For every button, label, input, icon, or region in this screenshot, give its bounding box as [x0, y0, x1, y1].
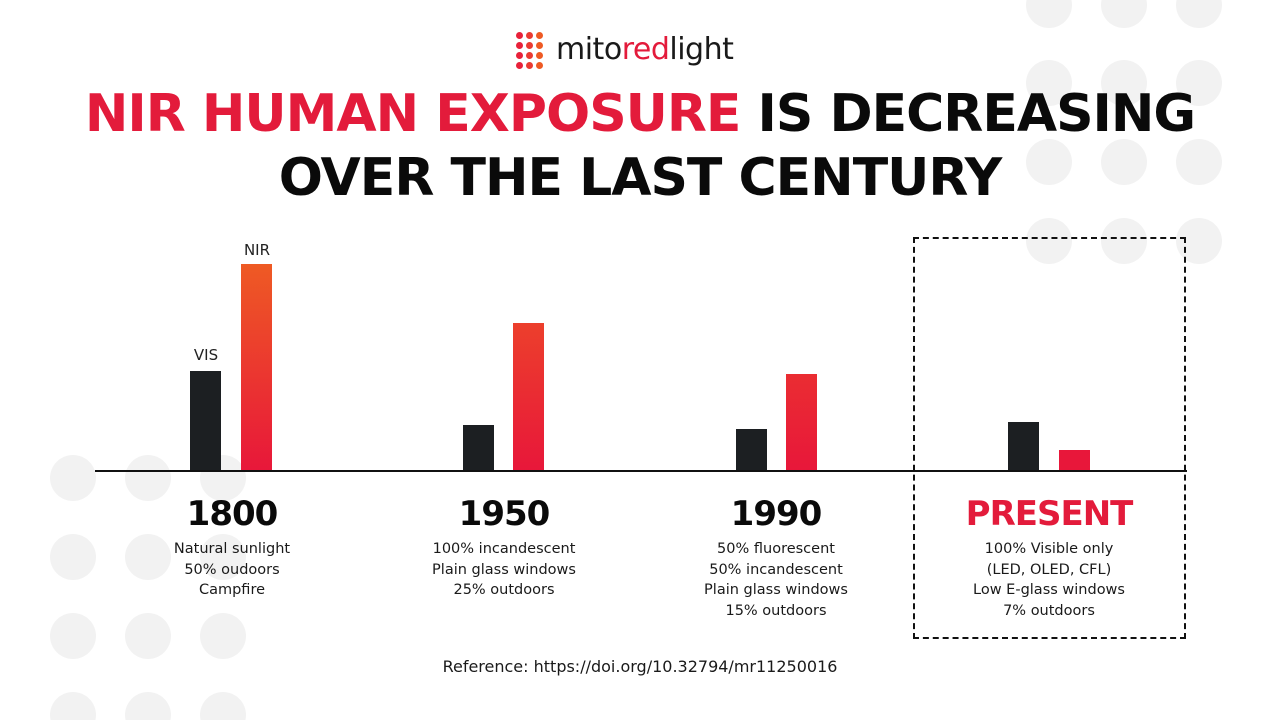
category-year: 1950 — [458, 494, 551, 534]
category-present: PRESENT 100% Visible only (LED, OLED, CF… — [929, 497, 1169, 621]
decor-circle — [50, 613, 96, 659]
description-line: Natural sunlight — [173, 541, 291, 557]
dot-grid-icon — [514, 29, 546, 71]
decor-circle — [1176, 218, 1222, 264]
description-line: 25% outdoors — [453, 582, 555, 598]
brand-name: mitoredlight — [556, 32, 734, 67]
bar-vis-present — [1008, 422, 1039, 471]
category-year: 1990 — [730, 494, 823, 534]
decor-circle — [1026, 0, 1072, 28]
page-title-line2: OVER THE LAST CENTURY — [278, 148, 1003, 208]
category-1800: 1800 Natural sunlight 50% oudoors Campfi… — [112, 497, 352, 601]
description-line: 50% incandescent — [709, 561, 843, 578]
brand-logo: mitoredlight — [514, 28, 734, 72]
category-description: Natural sunlight 50% oudoors Campfire — [112, 539, 352, 601]
bar-nir-present — [1059, 450, 1090, 471]
brand-name-part: light — [669, 32, 734, 67]
decor-circle — [125, 534, 171, 580]
bar-nir-1800 — [241, 264, 272, 471]
decor-circle — [200, 692, 246, 720]
title-text: IS DECREASING — [740, 84, 1197, 144]
decor-circle — [50, 692, 96, 720]
description-line: Low E-glass windows — [973, 582, 1125, 598]
description-line: Campfire — [198, 582, 266, 598]
description-line: 50% oudoors — [184, 561, 280, 578]
description-line: 50% fluorescent — [717, 541, 835, 557]
bar-vis-1990 — [736, 429, 767, 471]
decor-circle — [1176, 60, 1222, 106]
decor-circle — [125, 692, 171, 720]
brand-name-part: mito — [556, 32, 622, 67]
decor-circle — [200, 534, 246, 580]
series-label-nir: NIR — [243, 241, 271, 259]
reference-citation: Reference: https://doi.org/10.32794/mr11… — [442, 657, 838, 676]
bar-nir-1950 — [513, 323, 544, 471]
description-line: 7% outdoors — [1003, 602, 1095, 619]
decor-circle — [50, 455, 96, 501]
description-line: 15% outdoors — [725, 602, 827, 619]
page-title-line1: NIR HUMAN EXPOSURE IS DECREASING — [0, 88, 1280, 140]
decor-circle — [1101, 218, 1147, 264]
decor-circle — [50, 534, 96, 580]
description-line: 100% incandescent — [432, 541, 576, 557]
present-highlight-box — [913, 237, 1186, 639]
decor-circle — [1176, 139, 1222, 185]
category-description: 100% incandescent Plain glass windows 25… — [384, 539, 624, 601]
category-description: 50% fluorescent 50% incandescent Plain g… — [656, 539, 896, 621]
decor-circle — [125, 455, 171, 501]
title-highlight: NIR HUMAN EXPOSURE — [84, 84, 742, 144]
decor-circle — [1176, 0, 1222, 28]
description-line: Plain glass windows — [704, 582, 848, 598]
description-line: Plain glass windows — [432, 561, 576, 578]
category-description: 100% Visible only (LED, OLED, CFL) Low E… — [929, 539, 1169, 621]
category-1950: 1950 100% incandescent Plain glass windo… — [384, 497, 624, 601]
bar-nir-1990 — [786, 374, 817, 471]
decor-circle — [1101, 0, 1147, 28]
decor-circle — [1101, 60, 1147, 106]
category-year: 1800 — [186, 494, 279, 534]
bar-vis-1950 — [463, 425, 494, 471]
description-line: (LED, OLED, CFL) — [986, 561, 1112, 578]
decor-circle — [1026, 60, 1072, 106]
brand-name-part-red: red — [621, 32, 670, 67]
x-axis-baseline — [95, 470, 1187, 472]
category-1990: 1990 50% fluorescent 50% incandescent Pl… — [656, 497, 896, 621]
decor-circle — [200, 613, 246, 659]
description-line: 100% Visible only — [984, 541, 1114, 557]
decor-circle — [1026, 139, 1072, 185]
series-label-vis: VIS — [193, 346, 219, 364]
decor-circle — [1101, 139, 1147, 185]
decor-circle — [125, 613, 171, 659]
decor-circle — [1026, 218, 1072, 264]
bar-vis-1800 — [190, 371, 221, 471]
category-year: PRESENT — [965, 494, 1134, 534]
